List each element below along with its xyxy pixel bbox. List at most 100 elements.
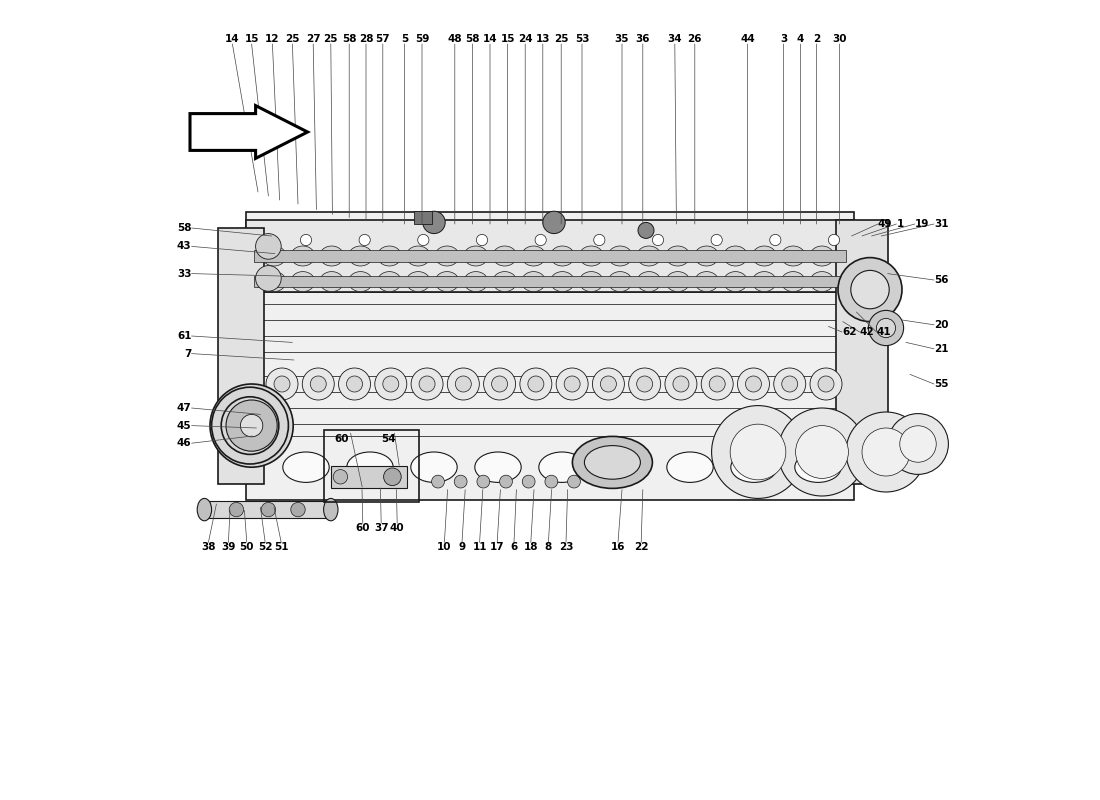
FancyBboxPatch shape (331, 466, 407, 488)
Ellipse shape (475, 452, 521, 482)
Circle shape (838, 258, 902, 322)
Ellipse shape (436, 246, 459, 266)
Circle shape (476, 234, 487, 246)
Text: 39: 39 (221, 542, 235, 552)
Text: 13: 13 (536, 34, 550, 44)
Ellipse shape (584, 446, 640, 479)
Ellipse shape (724, 246, 748, 266)
Circle shape (499, 475, 513, 488)
Ellipse shape (694, 246, 718, 266)
Ellipse shape (406, 246, 430, 266)
Ellipse shape (550, 272, 574, 292)
Text: 9: 9 (459, 542, 465, 552)
FancyBboxPatch shape (254, 250, 846, 262)
Circle shape (542, 211, 565, 234)
Circle shape (333, 470, 348, 484)
Text: eurospares: eurospares (224, 354, 524, 398)
Circle shape (810, 368, 842, 400)
Ellipse shape (493, 272, 517, 292)
Circle shape (229, 502, 243, 517)
Circle shape (846, 412, 926, 492)
Circle shape (594, 234, 605, 246)
Ellipse shape (290, 246, 315, 266)
Ellipse shape (810, 246, 834, 266)
Circle shape (266, 368, 298, 400)
Circle shape (782, 376, 797, 392)
Circle shape (448, 368, 480, 400)
Text: 40: 40 (389, 523, 405, 534)
Text: 5: 5 (400, 34, 408, 44)
Ellipse shape (730, 452, 778, 482)
Text: 18: 18 (524, 542, 538, 552)
Ellipse shape (637, 272, 661, 292)
Text: 7: 7 (184, 349, 191, 358)
Text: 14: 14 (483, 34, 497, 44)
Text: 37: 37 (374, 523, 388, 534)
Text: 28: 28 (359, 34, 373, 44)
FancyBboxPatch shape (836, 220, 889, 484)
Circle shape (828, 234, 839, 246)
Ellipse shape (323, 498, 338, 521)
Text: 21: 21 (934, 344, 948, 354)
Text: 55: 55 (934, 379, 948, 389)
Circle shape (593, 368, 625, 400)
Text: 51: 51 (274, 542, 288, 552)
Text: 57: 57 (375, 34, 390, 44)
Circle shape (528, 376, 543, 392)
Circle shape (712, 406, 804, 498)
Ellipse shape (290, 272, 315, 292)
Circle shape (210, 384, 294, 467)
Text: 56: 56 (934, 275, 948, 285)
Circle shape (737, 368, 770, 400)
Text: 33: 33 (177, 269, 191, 278)
Circle shape (302, 368, 334, 400)
Text: 12: 12 (265, 34, 279, 44)
Circle shape (557, 368, 588, 400)
Text: 24: 24 (518, 34, 532, 44)
Circle shape (770, 234, 781, 246)
Circle shape (290, 502, 305, 517)
Text: 27: 27 (306, 34, 320, 44)
Circle shape (310, 376, 327, 392)
Circle shape (877, 318, 895, 338)
Ellipse shape (410, 452, 458, 482)
Circle shape (568, 475, 581, 488)
Text: 25: 25 (285, 34, 299, 44)
Text: 15: 15 (244, 34, 258, 44)
Ellipse shape (608, 272, 632, 292)
Ellipse shape (810, 272, 834, 292)
Ellipse shape (346, 452, 393, 482)
Circle shape (778, 408, 866, 496)
Circle shape (375, 368, 407, 400)
Ellipse shape (781, 246, 805, 266)
Text: 31: 31 (934, 219, 948, 229)
Text: 25: 25 (554, 34, 569, 44)
FancyBboxPatch shape (205, 501, 331, 518)
Text: 49: 49 (878, 219, 892, 229)
Ellipse shape (464, 272, 488, 292)
Circle shape (652, 234, 663, 246)
Circle shape (346, 376, 363, 392)
Text: 45: 45 (177, 421, 191, 430)
FancyBboxPatch shape (246, 220, 854, 292)
Circle shape (431, 475, 444, 488)
Circle shape (601, 376, 616, 392)
Circle shape (422, 211, 446, 234)
Circle shape (339, 368, 371, 400)
Circle shape (300, 234, 311, 246)
Ellipse shape (603, 452, 649, 482)
Ellipse shape (349, 246, 373, 266)
Text: 54: 54 (381, 434, 396, 445)
Ellipse shape (666, 246, 690, 266)
Text: 34: 34 (668, 34, 682, 44)
Circle shape (638, 222, 654, 238)
Circle shape (746, 376, 761, 392)
Circle shape (544, 475, 558, 488)
Circle shape (492, 376, 507, 392)
Circle shape (730, 424, 785, 480)
Ellipse shape (608, 246, 632, 266)
Circle shape (795, 426, 848, 478)
Text: 44: 44 (740, 34, 755, 44)
Text: 36: 36 (636, 34, 650, 44)
Circle shape (900, 426, 936, 462)
